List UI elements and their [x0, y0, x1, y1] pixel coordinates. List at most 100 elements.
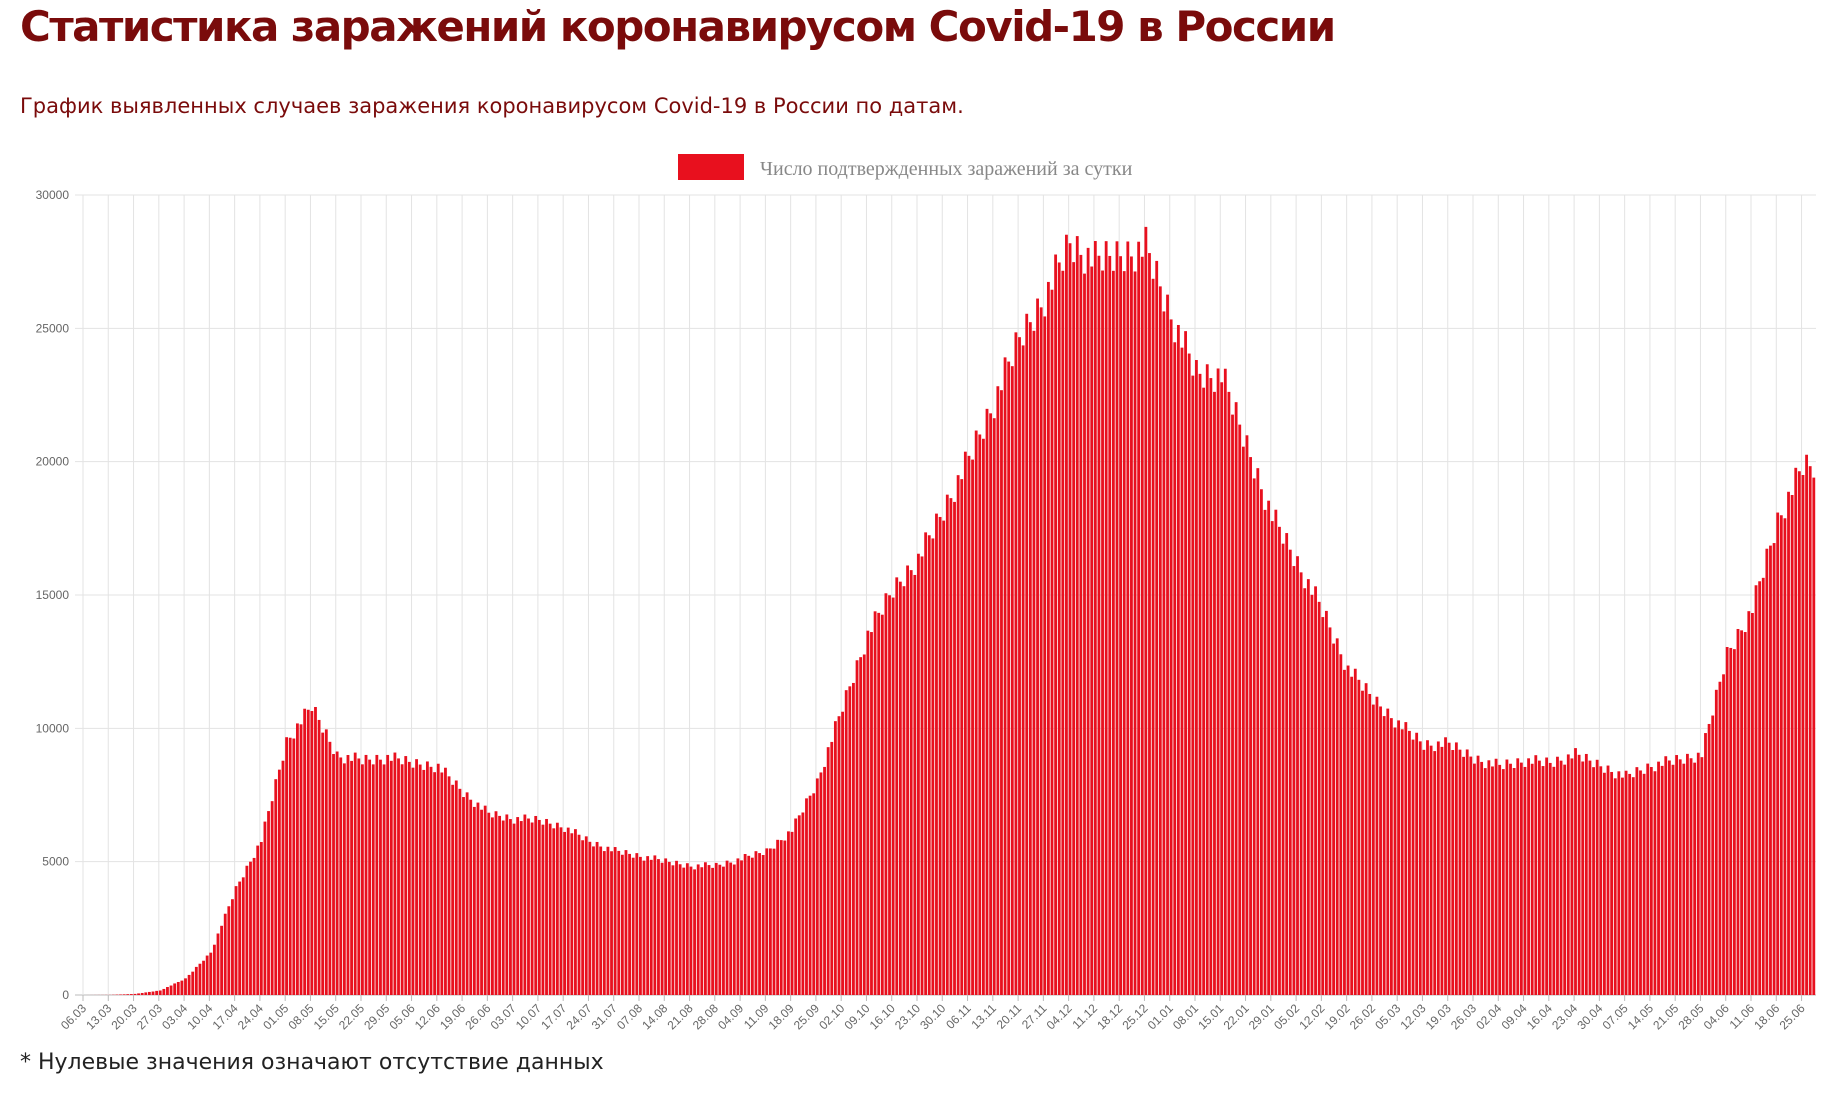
bar[interactable]: [1202, 387, 1206, 995]
bar[interactable]: [501, 820, 505, 995]
bar[interactable]: [1534, 755, 1538, 995]
bar[interactable]: [1234, 402, 1238, 995]
bar[interactable]: [541, 824, 545, 995]
bar[interactable]: [1797, 471, 1801, 995]
bar[interactable]: [981, 438, 985, 995]
bar[interactable]: [259, 842, 263, 995]
bar[interactable]: [870, 632, 873, 995]
bar[interactable]: [1122, 271, 1126, 995]
bar[interactable]: [794, 818, 798, 996]
bar[interactable]: [490, 817, 494, 995]
bar[interactable]: [1447, 742, 1451, 995]
bar[interactable]: [523, 814, 527, 995]
bar[interactable]: [584, 836, 588, 995]
bar[interactable]: [1451, 750, 1455, 995]
bar[interactable]: [205, 955, 209, 995]
bar[interactable]: [1790, 495, 1794, 995]
bar[interactable]: [487, 812, 491, 995]
bar[interactable]: [303, 708, 307, 995]
bar[interactable]: [198, 963, 202, 995]
bar[interactable]: [808, 795, 812, 995]
bar[interactable]: [725, 860, 729, 995]
bar[interactable]: [1075, 236, 1079, 996]
bar[interactable]: [415, 759, 418, 995]
bar[interactable]: [1093, 241, 1097, 995]
bar[interactable]: [826, 747, 830, 995]
bar[interactable]: [1653, 771, 1657, 995]
bar[interactable]: [440, 772, 444, 995]
bar[interactable]: [967, 455, 971, 996]
bar[interactable]: [519, 821, 523, 995]
bar[interactable]: [1736, 628, 1740, 995]
bar[interactable]: [129, 994, 133, 995]
bar[interactable]: [1260, 489, 1263, 995]
bar[interactable]: [1801, 475, 1805, 995]
bar[interactable]: [1509, 763, 1512, 995]
bar[interactable]: [974, 430, 978, 995]
bar[interactable]: [1371, 704, 1375, 995]
bar[interactable]: [155, 990, 159, 995]
bar[interactable]: [393, 752, 397, 995]
bar[interactable]: [711, 867, 715, 995]
bar[interactable]: [1512, 768, 1516, 995]
bar[interactable]: [364, 754, 368, 995]
bar[interactable]: [1108, 255, 1112, 995]
bar[interactable]: [1408, 730, 1411, 995]
bar[interactable]: [270, 801, 274, 995]
bar[interactable]: [902, 586, 906, 995]
bar[interactable]: [1559, 760, 1563, 995]
bar[interactable]: [245, 865, 249, 995]
bar[interactable]: [1621, 777, 1624, 995]
bar[interactable]: [1595, 759, 1599, 995]
bar[interactable]: [274, 779, 278, 995]
bar[interactable]: [1577, 754, 1581, 995]
bar[interactable]: [140, 992, 144, 995]
bar[interactable]: [1057, 262, 1061, 996]
bar[interactable]: [1581, 761, 1585, 995]
bar[interactable]: [1498, 764, 1502, 995]
bar[interactable]: [758, 853, 761, 995]
bar[interactable]: [588, 841, 592, 995]
bar[interactable]: [1433, 751, 1437, 995]
bar[interactable]: [1137, 241, 1141, 996]
bar[interactable]: [750, 857, 754, 995]
bar[interactable]: [1436, 741, 1440, 995]
bar[interactable]: [1545, 757, 1549, 995]
bar[interactable]: [263, 821, 267, 995]
bar[interactable]: [1530, 763, 1534, 995]
bar[interactable]: [1111, 270, 1115, 995]
bar[interactable]: [126, 994, 130, 995]
bar[interactable]: [1397, 720, 1401, 995]
bar[interactable]: [472, 806, 476, 995]
bar[interactable]: [1209, 378, 1213, 995]
bar[interactable]: [1787, 491, 1790, 995]
bar[interactable]: [1772, 543, 1776, 995]
bar[interactable]: [992, 418, 996, 995]
bar[interactable]: [1714, 689, 1718, 995]
bar[interactable]: [559, 827, 563, 995]
bar[interactable]: [133, 993, 137, 995]
bar[interactable]: [267, 811, 270, 995]
bar[interactable]: [606, 846, 610, 995]
bar[interactable]: [577, 834, 581, 995]
bar[interactable]: [498, 815, 502, 995]
bar[interactable]: [1707, 723, 1711, 995]
bar[interactable]: [971, 459, 974, 996]
bar[interactable]: [342, 763, 346, 995]
bar[interactable]: [1613, 778, 1617, 995]
bar[interactable]: [837, 716, 841, 995]
bar[interactable]: [1556, 756, 1559, 995]
bar[interactable]: [1563, 764, 1567, 995]
bar[interactable]: [1332, 643, 1336, 995]
bar[interactable]: [1776, 512, 1780, 995]
bar[interactable]: [1729, 647, 1733, 995]
bar[interactable]: [624, 850, 628, 995]
bar[interactable]: [1007, 361, 1011, 995]
bar[interactable]: [1693, 762, 1697, 995]
bar[interactable]: [1765, 548, 1769, 995]
bar[interactable]: [985, 408, 989, 996]
bar[interactable]: [1151, 278, 1155, 995]
bar[interactable]: [631, 857, 635, 995]
bar[interactable]: [1205, 364, 1209, 995]
bar[interactable]: [653, 855, 657, 995]
